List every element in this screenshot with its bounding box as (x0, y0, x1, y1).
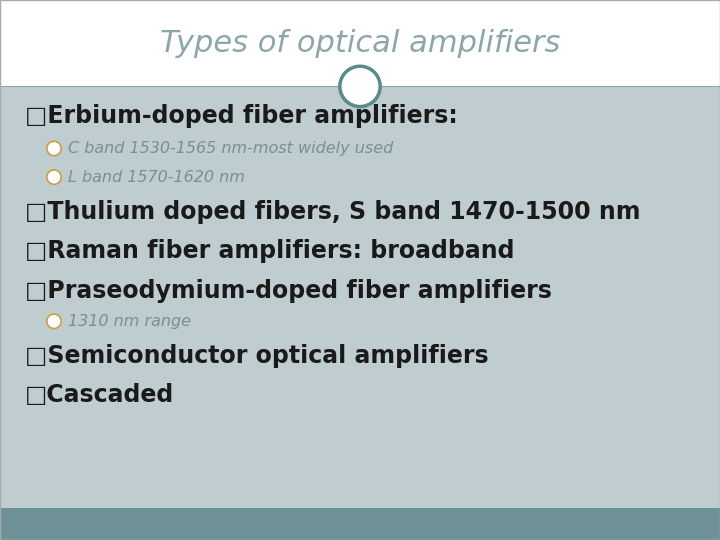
Text: Types of optical amplifiers: Types of optical amplifiers (160, 29, 560, 58)
Text: □Thulium doped fibers, S band 1470-1500 nm: □Thulium doped fibers, S band 1470-1500 … (25, 200, 641, 224)
Text: □Raman fiber amplifiers: broadband: □Raman fiber amplifiers: broadband (25, 239, 515, 263)
Text: □Cascaded: □Cascaded (25, 383, 174, 407)
Text: □Praseodymium-doped fiber amplifiers: □Praseodymium-doped fiber amplifiers (25, 279, 552, 302)
Text: □Semiconductor optical amplifiers: □Semiconductor optical amplifiers (25, 345, 489, 368)
Text: 1310 nm range: 1310 nm range (68, 314, 192, 329)
Ellipse shape (47, 314, 61, 328)
Bar (0, 508, 720, 540)
Ellipse shape (47, 141, 61, 156)
Bar (0, 86, 720, 508)
Ellipse shape (340, 66, 380, 106)
Ellipse shape (47, 170, 61, 184)
Text: L band 1570-1620 nm: L band 1570-1620 nm (68, 170, 246, 185)
Bar (0, 0, 720, 86)
Text: □Erbium-doped fiber amplifiers:: □Erbium-doped fiber amplifiers: (25, 104, 458, 128)
Text: C band 1530-1565 nm-most widely used: C band 1530-1565 nm-most widely used (68, 141, 394, 156)
